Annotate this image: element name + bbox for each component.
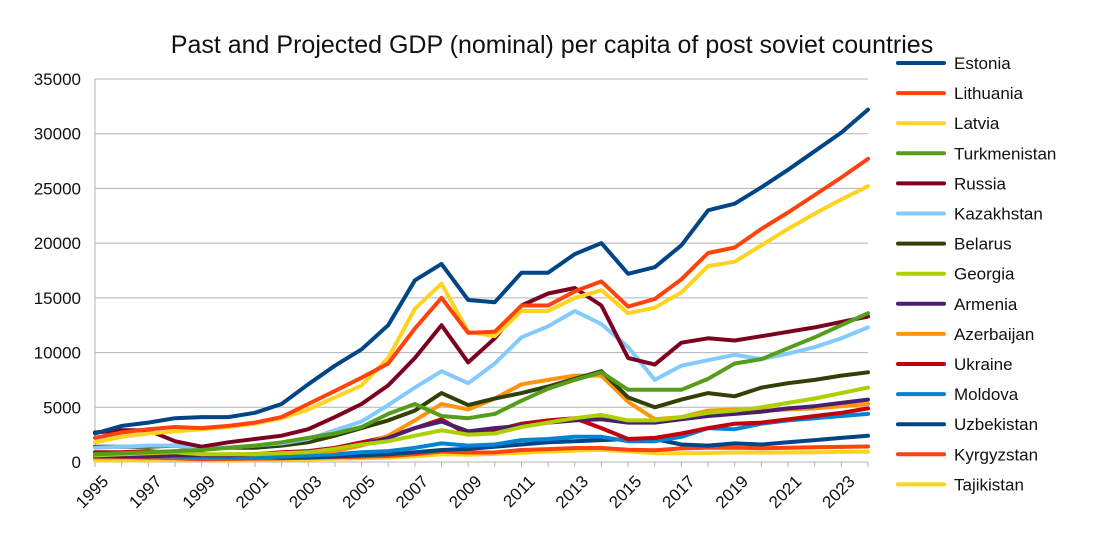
- x-tick-label: 2015: [605, 472, 645, 512]
- axes: [94, 79, 869, 467]
- y-tick-label: 30000: [34, 125, 81, 144]
- x-tick-label: 1999: [179, 472, 219, 512]
- legend-label: Kazakhstan: [954, 205, 1043, 224]
- series-line-turkmenistan: [93, 311, 870, 457]
- y-tick-label: 25000: [34, 179, 81, 198]
- x-tick-label: 2013: [552, 472, 592, 512]
- legend-label: Estonia: [954, 54, 1011, 73]
- x-tick-label: 2011: [500, 472, 539, 511]
- legend-label: Uzbekistan: [954, 415, 1038, 434]
- x-tick-label: 1995: [72, 472, 112, 512]
- series-line-moldova: [93, 411, 870, 460]
- x-tick-label: 1997: [125, 472, 165, 512]
- x-tick-label: 2019: [712, 472, 752, 512]
- legend-label: Moldova: [954, 385, 1019, 404]
- legend-label: Ukraine: [954, 355, 1013, 374]
- series-line-lithuania: [93, 156, 870, 440]
- series-lines: [93, 107, 870, 463]
- legend-label: Latvia: [954, 114, 1000, 133]
- series-line-georgia: [93, 385, 870, 458]
- legend-label: Kyrgyzstan: [954, 445, 1038, 464]
- legend-label: Lithuania: [954, 84, 1024, 103]
- y-tick-label: 5000: [43, 398, 81, 417]
- legend-label: Russia: [954, 174, 1007, 193]
- y-tick-label: 20000: [34, 234, 81, 253]
- y-tick-label: 35000: [34, 70, 81, 89]
- series-line-russia: [93, 286, 870, 449]
- legend-label: Azerbaijan: [954, 325, 1034, 344]
- x-tick-label: 2007: [392, 472, 432, 512]
- y-tick-labels: 0 5000 10000 15000 20000 25000 30000 35000: [34, 70, 81, 472]
- legend-label: Belarus: [954, 235, 1012, 254]
- legend-label: Armenia: [954, 295, 1018, 314]
- y-tick-label: 0: [72, 453, 81, 472]
- legend: Estonia Lithuania Latvia Turkmenistan Russia…: [896, 54, 1056, 494]
- legend-label: Turkmenistan: [954, 144, 1056, 163]
- x-tick-label: 2023: [818, 472, 858, 512]
- x-tick-label: 2009: [445, 472, 485, 512]
- legend-label: Tajikistan: [954, 475, 1024, 494]
- y-tick-label: 15000: [34, 289, 81, 308]
- x-tick-label: 2001: [232, 472, 272, 512]
- y-tick-label: 10000: [34, 344, 81, 363]
- x-tick-label: 2005: [339, 472, 379, 512]
- legend-label: Georgia: [954, 265, 1015, 284]
- chart-title: Past and Projected GDP (nominal) per cap…: [171, 31, 933, 59]
- series-line-estonia: [93, 107, 870, 436]
- x-tick-label: 2017: [659, 472, 699, 512]
- x-tick-labels: 1995 1997 1999 2001 2003 2005 2007 2009 2011 2013…: [72, 472, 859, 512]
- x-tick-label: 2003: [285, 472, 325, 512]
- x-tick-label: 2021: [765, 472, 805, 512]
